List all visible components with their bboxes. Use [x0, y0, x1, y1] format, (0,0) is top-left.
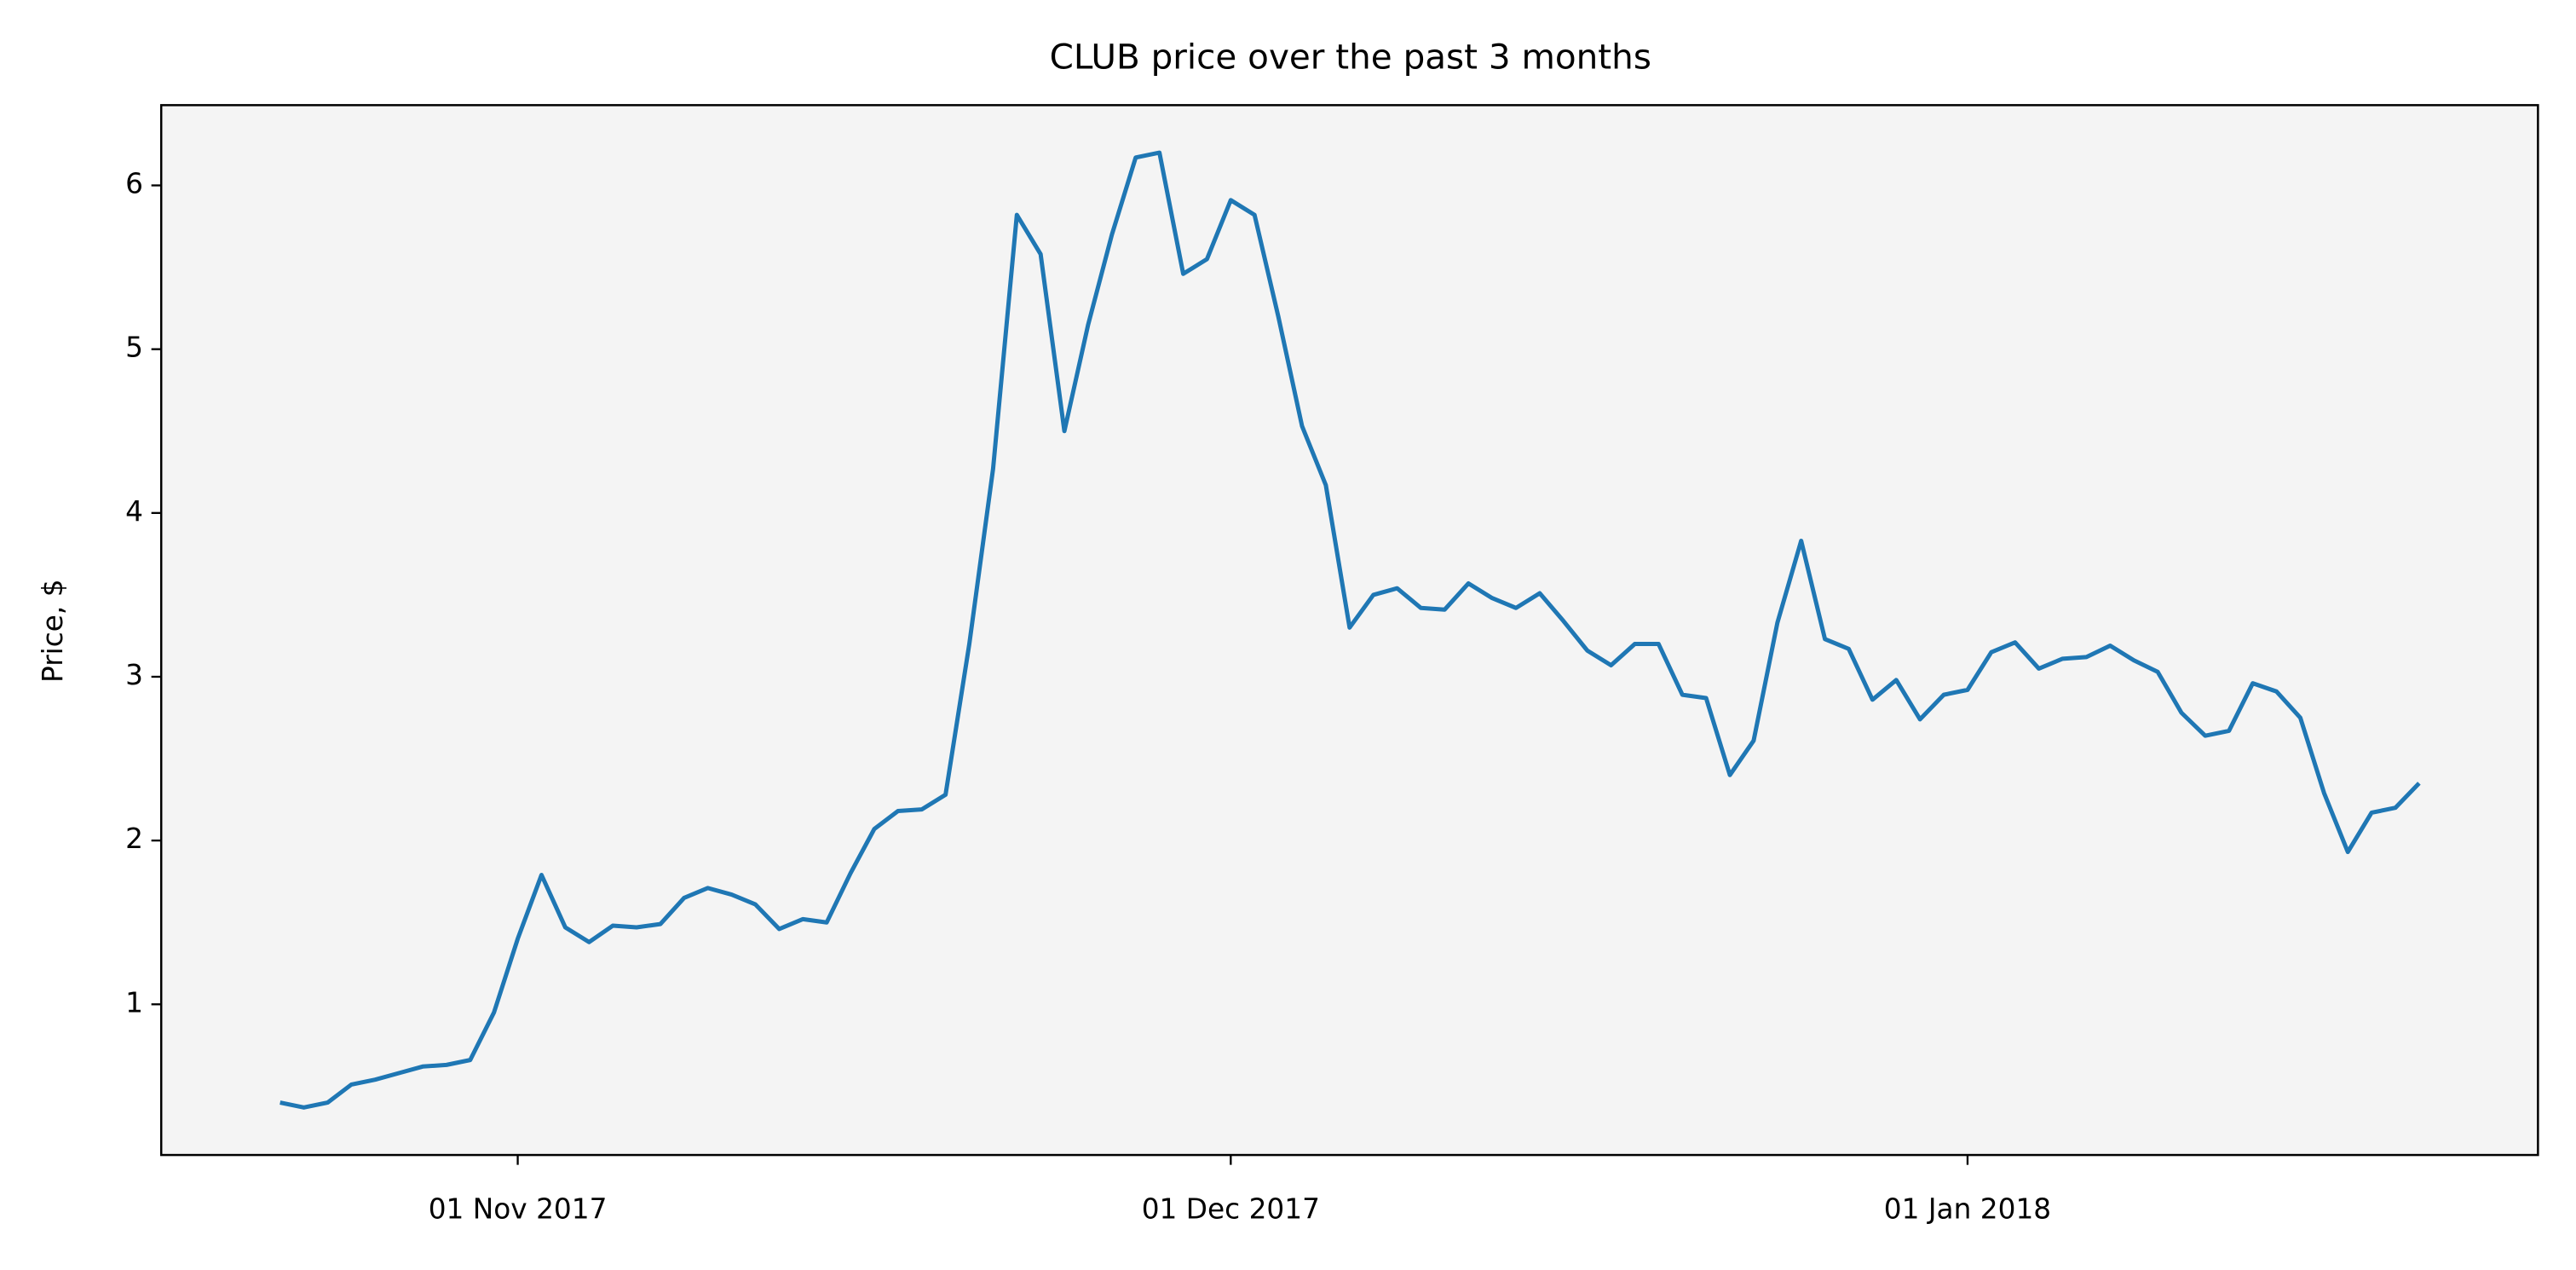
plot-background	[161, 105, 2539, 1156]
y-tick-label: 6	[125, 168, 143, 200]
y-axis-label: Price, $	[37, 579, 69, 683]
x-tick-label: 01 Nov 2017	[429, 1193, 608, 1226]
x-tick-label: 01 Dec 2017	[1142, 1193, 1320, 1226]
chart-title: CLUB price over the past 3 months	[1050, 36, 1651, 77]
price-line	[279, 150, 2421, 1110]
y-tick-label: 5	[125, 332, 143, 364]
y-tick-label: 3	[125, 659, 143, 691]
y-tick-label: 4	[125, 495, 143, 528]
x-tick-label: 01 Jan 2018	[1884, 1193, 2051, 1226]
y-tick-label: 2	[125, 823, 143, 855]
plot-frame	[159, 104, 2539, 1157]
y-tick-label: 1	[125, 986, 143, 1019]
